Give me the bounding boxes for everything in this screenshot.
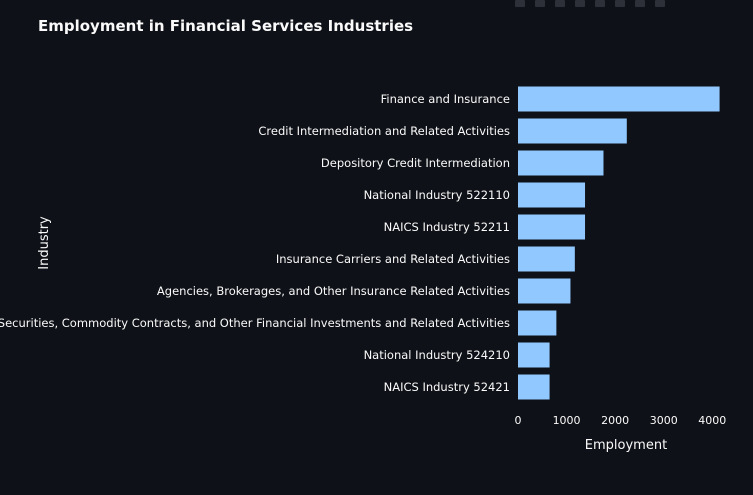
bar[interactable] xyxy=(518,214,586,240)
x-tick-label: 0 xyxy=(515,414,522,427)
bar[interactable] xyxy=(518,118,627,144)
category-label: Depository Credit Intermediation xyxy=(321,156,510,170)
y-axis-title: Industry xyxy=(37,216,52,270)
bar[interactable] xyxy=(518,86,720,112)
x-tick-label: 3000 xyxy=(650,414,678,427)
chart-modebar[interactable] xyxy=(515,0,725,8)
chart-title: Employment in Financial Services Industr… xyxy=(38,17,414,35)
x-tick-label: 1000 xyxy=(553,414,581,427)
category-label: Finance and Insurance xyxy=(381,92,510,106)
fullscreen-icon[interactable] xyxy=(655,0,665,7)
category-label: National Industry 524210 xyxy=(364,348,510,362)
camera-icon[interactable] xyxy=(515,0,525,7)
x-axis-title: Employment xyxy=(585,438,667,453)
category-label: Agencies, Brokerages, and Other Insuranc… xyxy=(157,284,510,298)
category-label: Credit Intermediation and Related Activi… xyxy=(258,124,510,138)
category-label: National Industry 522110 xyxy=(364,188,510,202)
bar[interactable] xyxy=(518,246,575,272)
reset-axes-icon[interactable] xyxy=(635,0,645,7)
bar[interactable] xyxy=(518,150,604,176)
bar[interactable] xyxy=(518,374,550,400)
zoom-icon[interactable] xyxy=(535,0,545,7)
category-label: NAICS Industry 52211 xyxy=(384,220,510,234)
autoscale-icon[interactable] xyxy=(615,0,625,7)
bar[interactable] xyxy=(518,310,557,336)
category-label: NAICS Industry 52421 xyxy=(384,380,510,394)
zoom-in-icon[interactable] xyxy=(575,0,585,7)
pan-icon[interactable] xyxy=(555,0,565,7)
bar[interactable] xyxy=(518,278,571,304)
category-label: Insurance Carriers and Related Activitie… xyxy=(276,252,510,266)
bar[interactable] xyxy=(518,342,550,368)
zoom-out-icon[interactable] xyxy=(595,0,605,7)
category-label: Securities, Commodity Contracts, and Oth… xyxy=(0,316,510,330)
x-tick-label: 2000 xyxy=(601,414,629,427)
bar[interactable] xyxy=(518,182,586,208)
x-tick-label: 4000 xyxy=(698,414,726,427)
